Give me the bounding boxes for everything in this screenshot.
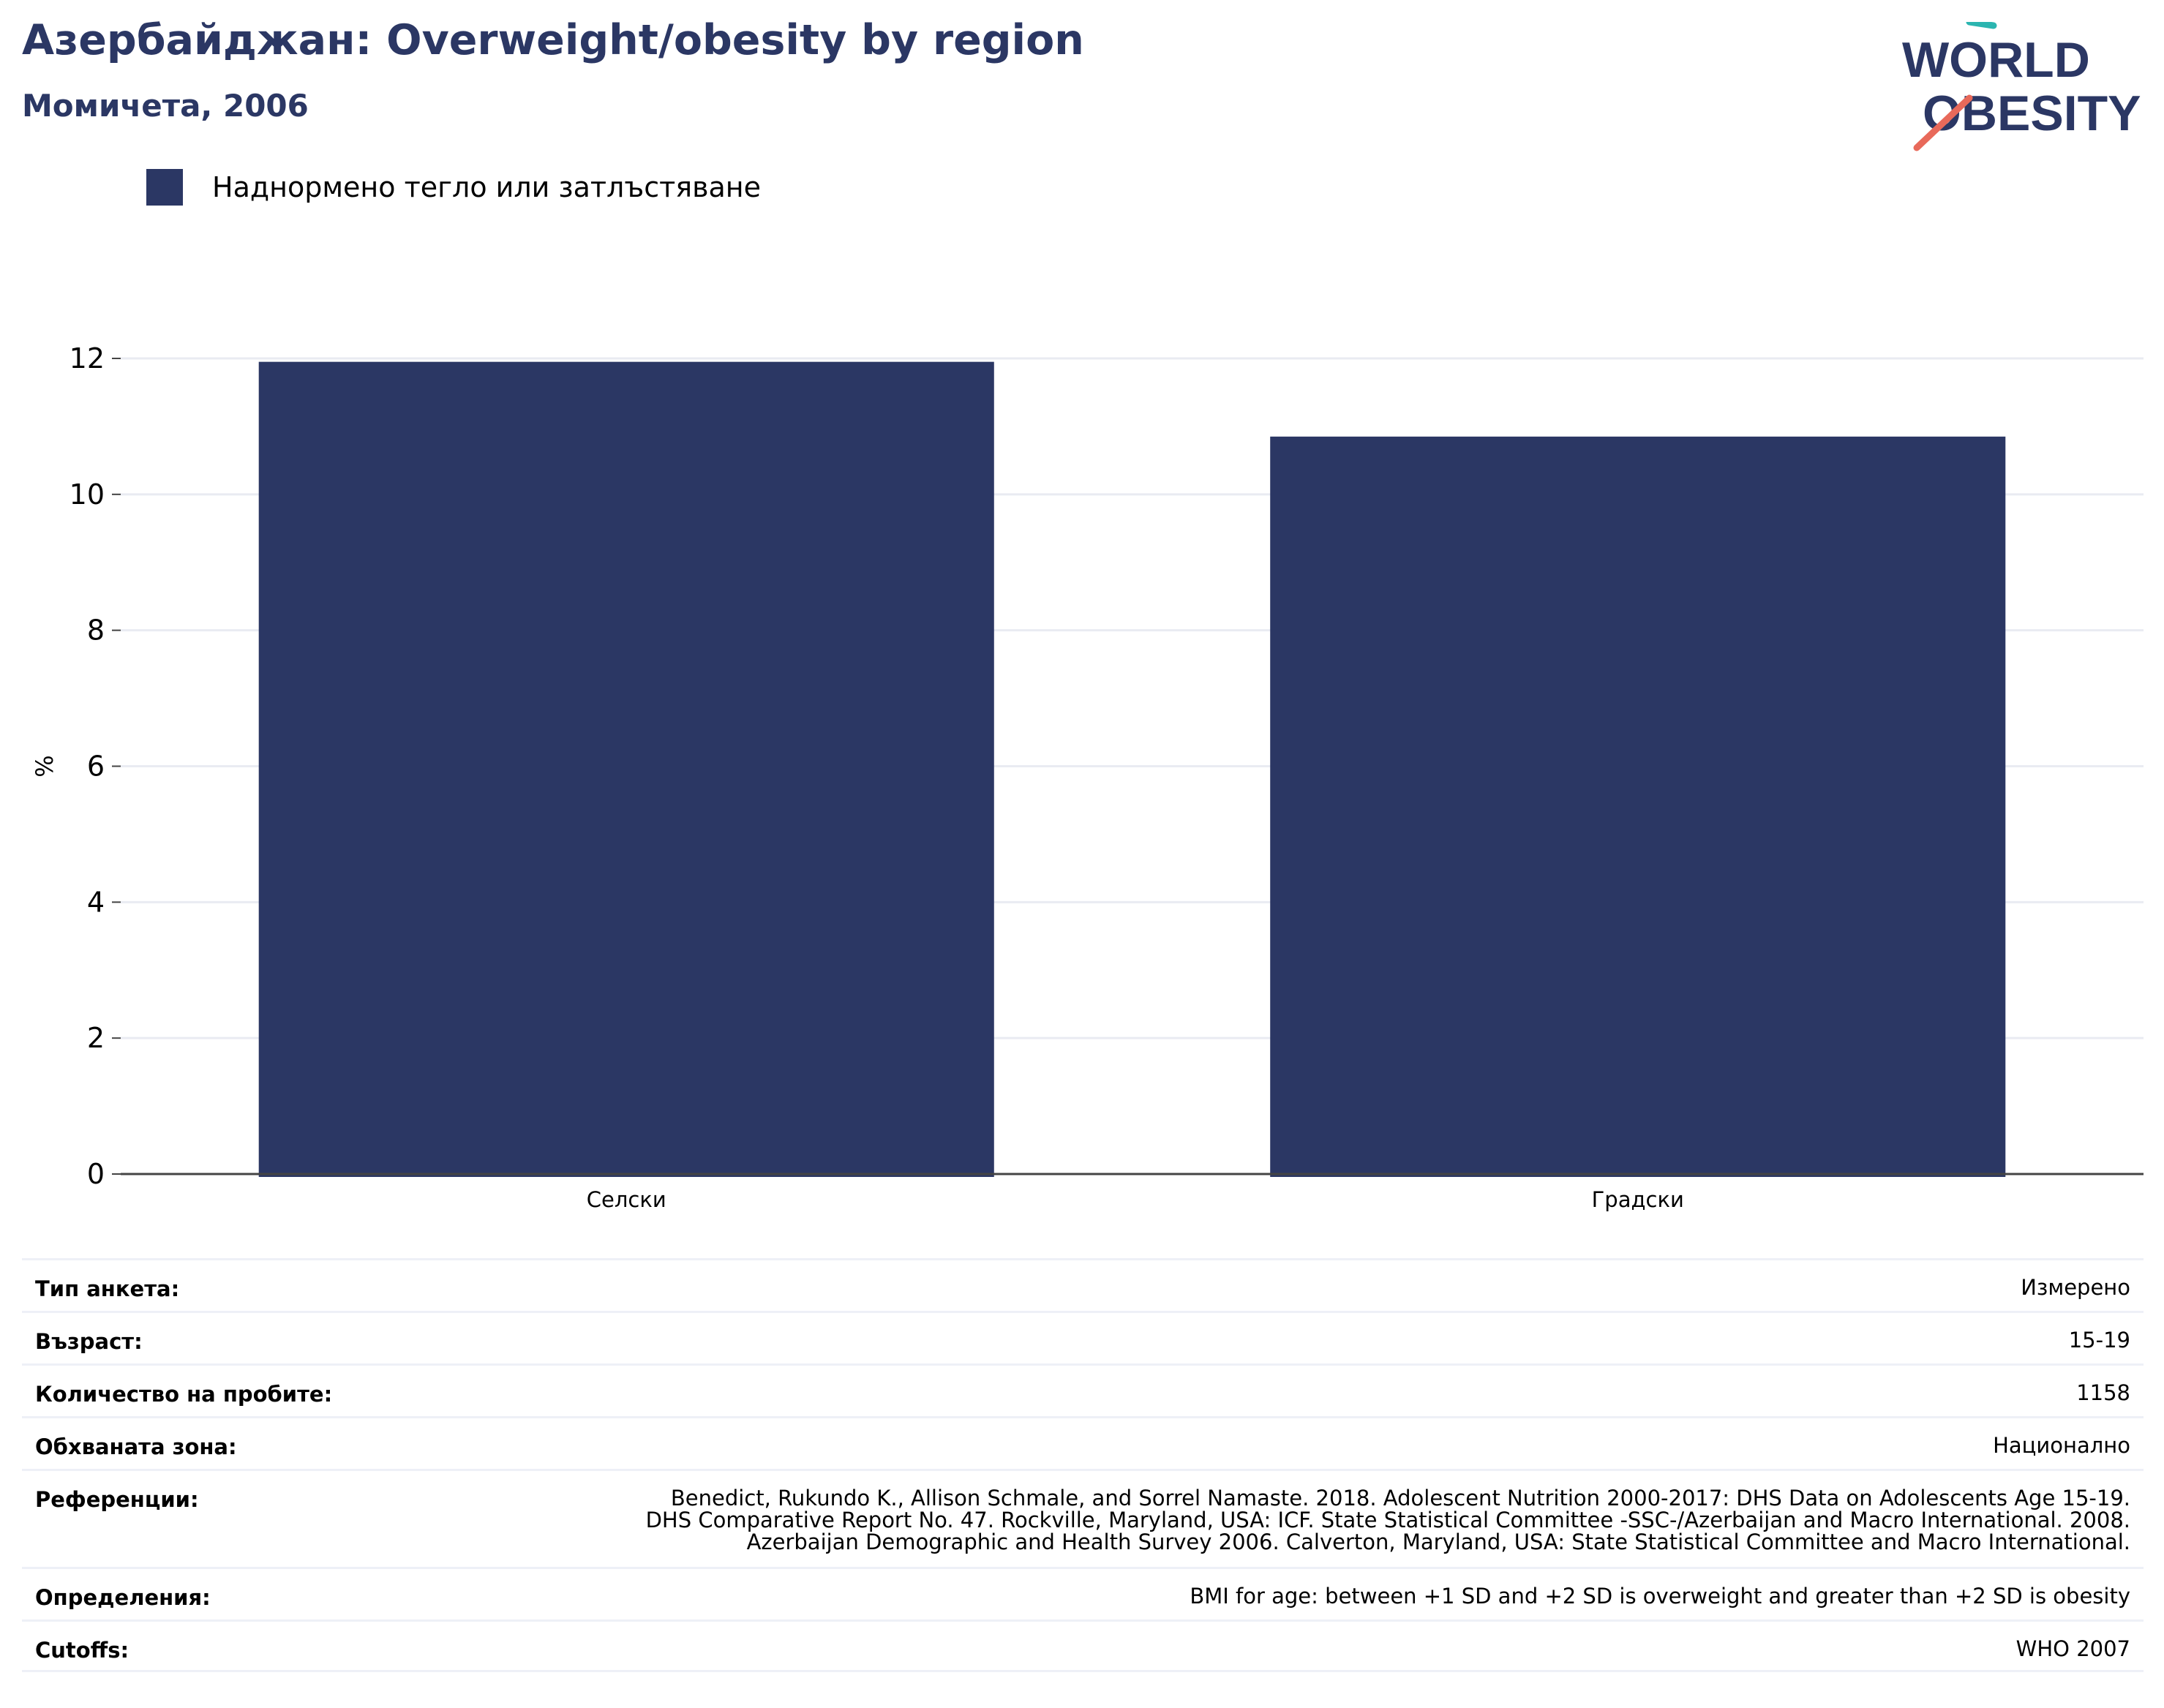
meta-value: Измерено — [2021, 1275, 2130, 1300]
meta-row-coverage: Обхваната зона: Национално — [22, 1416, 2144, 1469]
logo-line2: OBESITY — [1923, 86, 2141, 141]
legend[interactable]: Наднормено тегло или затлъстяване — [146, 168, 761, 206]
reference-line: DHS Comparative Report No. 47. Rockville… — [645, 1508, 2130, 1532]
meta-key: Референции: — [35, 1487, 199, 1512]
y-axis-label: % — [31, 755, 59, 777]
meta-row-references: Референции: Benedict, Rukundo K., Alliso… — [22, 1469, 2144, 1567]
meta-row-survey-type: Тип анкета: Измерено — [22, 1258, 2144, 1311]
legend-label: Наднормено тегло или затлъстяване — [212, 171, 761, 203]
reference-line: Azerbaijan Demographic and Health Survey… — [746, 1530, 2130, 1554]
chart-subtitle: Момичета, 2006 — [22, 88, 309, 124]
meta-value: 15-19 — [2068, 1328, 2130, 1353]
x-tick-label: Селски — [587, 1187, 666, 1212]
legend-swatch — [146, 169, 183, 206]
y-tick-label: 2 — [87, 1022, 105, 1054]
meta-key: Тип анкета: — [35, 1276, 180, 1301]
meta-key: Определения: — [35, 1585, 211, 1610]
world-obesity-logo: WORLD OBESITY — [1902, 22, 2141, 151]
y-tick-label: 8 — [87, 614, 105, 647]
bar-1 — [258, 361, 994, 1177]
reference-line: Benedict, Rukundo K., Allison Schmale, a… — [670, 1486, 2130, 1511]
logo-line1: WORLD — [1902, 32, 2090, 88]
meta-key: Възраст: — [35, 1329, 143, 1354]
meta-key: Cutoffs: — [35, 1638, 129, 1663]
meta-key: Количество на пробите: — [35, 1382, 333, 1407]
y-tick-label: 10 — [69, 478, 105, 511]
y-tick-label: 0 — [87, 1158, 105, 1190]
x-tick-label: Градски — [1592, 1187, 1684, 1212]
meta-row-cutoffs: Cutoffs: WHO 2007 — [22, 1619, 2144, 1672]
meta-value: Национално — [1993, 1433, 2130, 1458]
meta-value: Benedict, Rukundo K., Allison Schmale, a… — [646, 1487, 2130, 1553]
logo-slash-teal — [1966, 22, 1997, 29]
meta-row-age: Възраст: 15-19 — [22, 1311, 2144, 1363]
y-tick-label: 6 — [87, 750, 105, 783]
bar-chart: 0 2 4 6 8 10 12% Селски Градски — [31, 342, 2144, 1212]
meta-value: BMI for age: between +1 SD and +2 SD is … — [1190, 1584, 2130, 1609]
y-tick-label: 12 — [69, 342, 105, 375]
bar-2 — [1270, 436, 2006, 1177]
meta-value: 1158 — [2076, 1380, 2130, 1405]
meta-key: Обхваната зона: — [35, 1434, 237, 1459]
meta-value: WHO 2007 — [2015, 1636, 2130, 1661]
chart-title: Азербайджан: Overweight/obesity by regio… — [22, 16, 1084, 64]
meta-row-definitions: Определения: BMI for age: between +1 SD … — [22, 1567, 2144, 1619]
logo-slash-coral — [1913, 94, 1973, 151]
metadata-table: Тип анкета: Измерено Възраст: 15-19 Коли… — [22, 1258, 2144, 1672]
y-tick-label: 4 — [87, 886, 105, 918]
meta-row-sample-size: Количество на пробите: 1158 — [22, 1363, 2144, 1416]
